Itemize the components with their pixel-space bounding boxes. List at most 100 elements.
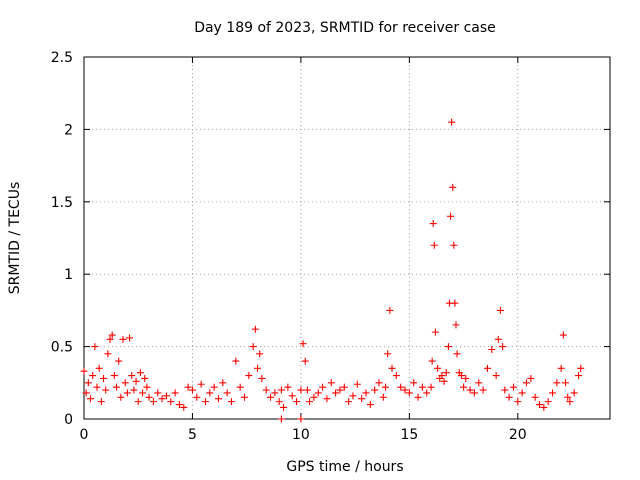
data-point <box>121 379 129 387</box>
data-point <box>527 374 535 382</box>
data-point <box>448 118 456 126</box>
data-point <box>119 335 127 343</box>
data-point <box>271 389 279 397</box>
y-tick-label: 2.5 <box>51 50 73 66</box>
data-point <box>214 395 222 403</box>
data-point <box>241 393 249 401</box>
data-point <box>141 374 149 382</box>
data-point <box>358 395 366 403</box>
data-point <box>100 374 108 382</box>
data-points <box>80 118 585 423</box>
data-point <box>453 350 461 358</box>
data-point <box>460 383 468 391</box>
data-point <box>256 350 264 358</box>
data-point <box>457 372 465 380</box>
data-point <box>577 364 585 372</box>
data-point <box>340 383 348 391</box>
data-point <box>414 393 422 401</box>
data-point <box>442 369 450 377</box>
data-point <box>470 389 478 397</box>
data-point <box>275 398 283 406</box>
data-point <box>223 389 231 397</box>
axis-ticks: 0 5 10 15 20 0 0.5 1 1.5 2 2.5 <box>51 50 610 443</box>
data-point <box>566 398 574 406</box>
data-point <box>97 398 105 406</box>
data-point <box>277 386 285 394</box>
data-point <box>379 393 387 401</box>
data-point <box>430 241 438 249</box>
data-point <box>544 398 552 406</box>
data-point <box>293 398 301 406</box>
data-point <box>499 343 507 351</box>
data-point <box>267 393 275 401</box>
data-point <box>102 386 110 394</box>
data-point <box>423 389 431 397</box>
data-point <box>113 383 121 391</box>
data-point <box>570 389 578 397</box>
data-point <box>392 372 400 380</box>
data-point <box>249 343 257 351</box>
data-point <box>366 401 374 409</box>
data-point <box>418 383 426 391</box>
data-point <box>531 393 539 401</box>
data-point <box>452 321 460 329</box>
data-point <box>184 383 192 391</box>
data-point <box>91 343 99 351</box>
data-point <box>345 398 353 406</box>
data-point <box>444 343 452 351</box>
x-tick-label: 15 <box>400 427 418 443</box>
data-point <box>110 372 118 380</box>
data-point <box>438 372 446 380</box>
data-point <box>540 403 548 411</box>
data-point <box>303 386 311 394</box>
data-point <box>479 386 487 394</box>
data-point <box>262 386 270 394</box>
data-point <box>323 395 331 403</box>
y-tick-label: 0 <box>64 412 73 428</box>
data-point <box>284 383 292 391</box>
data-point <box>434 364 442 372</box>
data-point <box>149 398 157 406</box>
y-tick-label: 1 <box>64 267 73 283</box>
data-point <box>428 357 436 365</box>
data-point <box>136 369 144 377</box>
data-point <box>95 364 103 372</box>
y-tick-label: 2 <box>64 122 73 138</box>
data-point <box>299 340 307 348</box>
data-point <box>175 401 183 409</box>
data-point <box>488 345 496 353</box>
data-point <box>301 357 309 365</box>
data-point <box>553 379 561 387</box>
data-point <box>447 212 455 220</box>
data-point <box>492 372 500 380</box>
data-point <box>336 386 344 394</box>
data-point <box>475 379 483 387</box>
data-point <box>117 393 125 401</box>
data-point <box>514 398 522 406</box>
data-point <box>288 392 296 400</box>
data-point <box>171 389 179 397</box>
data-point <box>206 389 214 397</box>
data-point <box>232 357 240 365</box>
data-point <box>236 383 244 391</box>
data-point <box>462 374 470 382</box>
data-point <box>327 379 335 387</box>
data-point <box>134 398 142 406</box>
data-point <box>564 393 572 401</box>
data-point <box>518 389 526 397</box>
y-axis-label: SRMTID / TECUs <box>7 182 23 295</box>
data-point <box>132 377 140 385</box>
data-point <box>84 379 92 387</box>
data-point <box>494 335 502 343</box>
data-point <box>557 364 565 372</box>
x-axis-label: GPS time / hours <box>286 459 403 475</box>
chart-title: Day 189 of 2023, SRMTID for receiver cas… <box>194 20 496 36</box>
data-point <box>496 306 504 314</box>
data-point <box>128 372 136 380</box>
data-point <box>245 372 253 380</box>
data-point <box>332 389 340 397</box>
data-point <box>82 389 90 397</box>
data-point <box>483 364 491 372</box>
data-point <box>397 383 405 391</box>
